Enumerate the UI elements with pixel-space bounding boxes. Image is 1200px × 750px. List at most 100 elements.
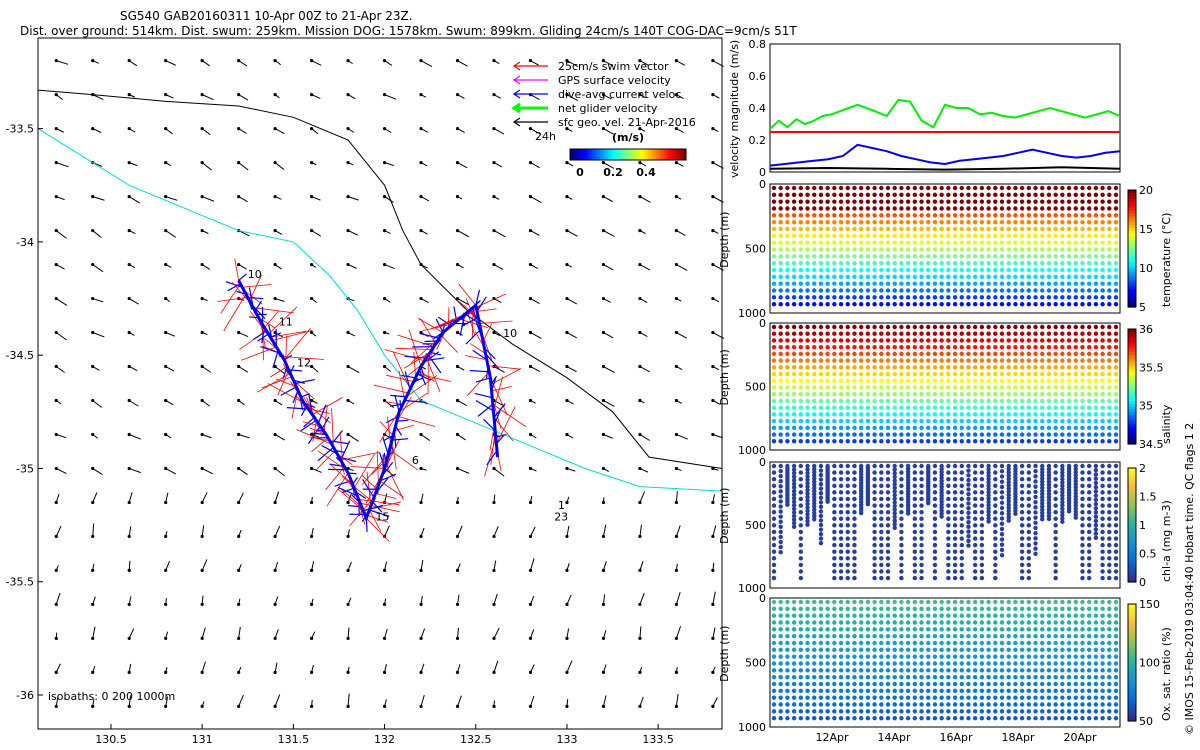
current-vector-dot [164,194,168,199]
current-vector [286,407,309,410]
section-sample [993,681,998,687]
section-sample [825,654,830,659]
section-sample [872,281,877,286]
section-sample [1107,385,1112,390]
section-sample [1066,233,1072,239]
section-sample [798,371,804,377]
current-vector [238,694,244,707]
current-vector-dot [91,636,95,640]
current-vector-dot [528,364,533,369]
section-sample [1013,385,1018,390]
legend-item-4: sfc geo. vel. 21-Apr-2016 [558,116,696,129]
section-sample [791,365,797,370]
section-sample [919,358,924,363]
section-sample [838,536,844,541]
section-sample [791,226,797,232]
current-vector-dot [310,602,314,606]
current-vector-dot [455,602,460,606]
section-sample [899,476,904,482]
current-vector [317,446,334,462]
section-sample [959,674,964,680]
section-sample [872,344,877,350]
section-sample [872,562,877,568]
current-vector-dot [711,161,715,165]
section-sample [872,575,877,581]
colorbar-cell [662,149,665,160]
section-sample [952,674,958,680]
section-sample [1066,425,1072,430]
section-sample [899,613,904,618]
section-sample [838,425,844,430]
section-colorbar-cell [1128,479,1136,483]
section-sample [885,647,891,653]
section-sample [1080,516,1085,521]
section-sample [1093,418,1099,424]
section-sample [979,199,985,204]
section-sample [858,654,864,659]
section-sample [1107,365,1112,370]
section-sample [1066,432,1072,437]
section-sample [905,260,911,266]
section-sample [879,385,884,390]
section-sample [1107,425,1112,430]
current-vector [639,592,645,605]
current-vector [337,486,358,497]
section-sample [771,695,777,700]
section-sample [932,412,938,417]
section-sample [1080,240,1085,245]
section-sample [825,344,830,350]
section-sample [999,702,1005,707]
section-sample [1053,516,1058,521]
section-sample [999,385,1005,390]
section-sample [1026,295,1032,300]
section-sample [1113,439,1119,444]
section-sample [993,562,998,568]
section-sample [1019,575,1025,581]
section-sample [919,295,924,300]
section-colorbar-cell [1128,470,1136,475]
section-sample [952,324,958,330]
section-sample [1060,324,1065,330]
day-label: 23 [554,511,568,524]
section-sample [1006,378,1011,383]
section-sample [838,240,844,245]
current-vector-dot [455,500,460,505]
section-sample [798,185,804,191]
section-sample [1053,213,1058,218]
section-sample [879,260,884,266]
section-sample [1033,324,1038,330]
section-sample [885,509,891,515]
section-sample [1060,509,1065,515]
section-sample [785,295,790,300]
current-vector [566,660,573,673]
section-sample [1053,338,1058,343]
section-sample [1053,627,1058,632]
section-sample [986,358,991,363]
section-sample [939,702,944,707]
section-sample [812,185,817,191]
section-sample [919,371,924,377]
section-sample [798,536,804,541]
section-colorbar-cell [1128,423,1136,428]
section-sample [932,562,938,568]
section-sample [791,371,797,377]
section-sample [872,405,877,410]
current-vector-dot [711,262,715,267]
section-sample [872,324,877,330]
section-sample [939,260,944,266]
section-sample [1107,476,1112,482]
current-vector-dot [237,262,241,267]
section-sample [885,620,891,625]
section-colorbar-cell [1128,329,1136,333]
section-sample [852,206,857,211]
current-vector-dot [638,296,642,301]
section-sample [879,439,884,444]
section-sample [993,206,998,211]
section-sample [1046,213,1052,218]
section-sample [966,668,971,673]
section-sample [785,267,790,273]
section-sample [1033,247,1038,252]
section-sample [1046,476,1052,481]
section-sample [932,516,938,521]
section-sample [999,715,1005,721]
